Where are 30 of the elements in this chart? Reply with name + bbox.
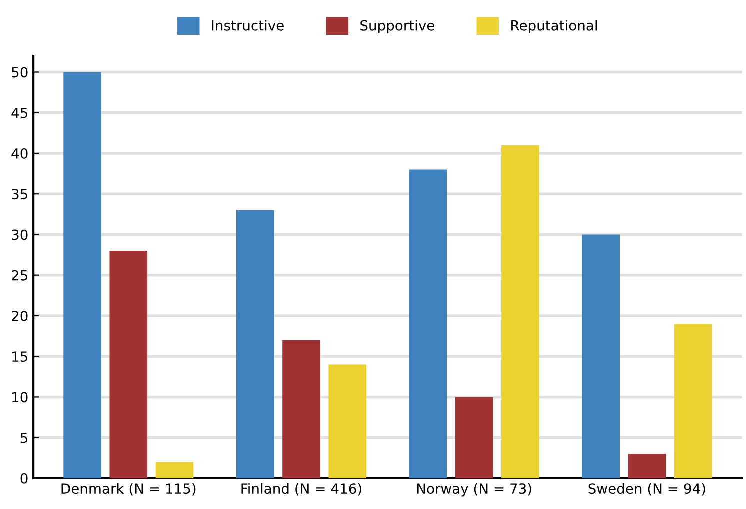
bar [502,145,540,478]
x-tick-label: Sweden (N = 94) [588,483,706,496]
bar [582,234,620,478]
y-tick-label: 30 [12,230,28,240]
bar [328,364,366,478]
bar [674,324,712,478]
y-tick-label: 5 [20,432,28,444]
legend-label: Reputational [512,20,598,34]
y-tick-label: 50 [12,67,28,78]
y-tick-label: 40 [12,148,28,159]
bar [455,397,494,478]
bar [64,72,102,478]
x-tick-label: Denmark (N = 115) [62,483,196,496]
bar [282,340,320,478]
bar [236,210,274,478]
y-tick-label: 35 [12,189,28,200]
x-tick-label: Finland (N = 416) [242,483,362,496]
bar [156,462,194,478]
bar [409,170,448,478]
bar [628,454,666,478]
x-tick-label: Norway (N = 73) [417,483,532,497]
y-tick-label: 45 [12,108,28,118]
y-tick-label: 20 [12,310,28,322]
bar [110,250,148,478]
y-tick-label: 25 [12,270,28,281]
y-tick-label: 15 [12,352,28,362]
legend-label: Instructive [212,20,284,31]
legend-label: Supportive [360,20,434,34]
y-tick-label: 10 [12,392,28,403]
y-tick-label: 0 [20,473,28,484]
